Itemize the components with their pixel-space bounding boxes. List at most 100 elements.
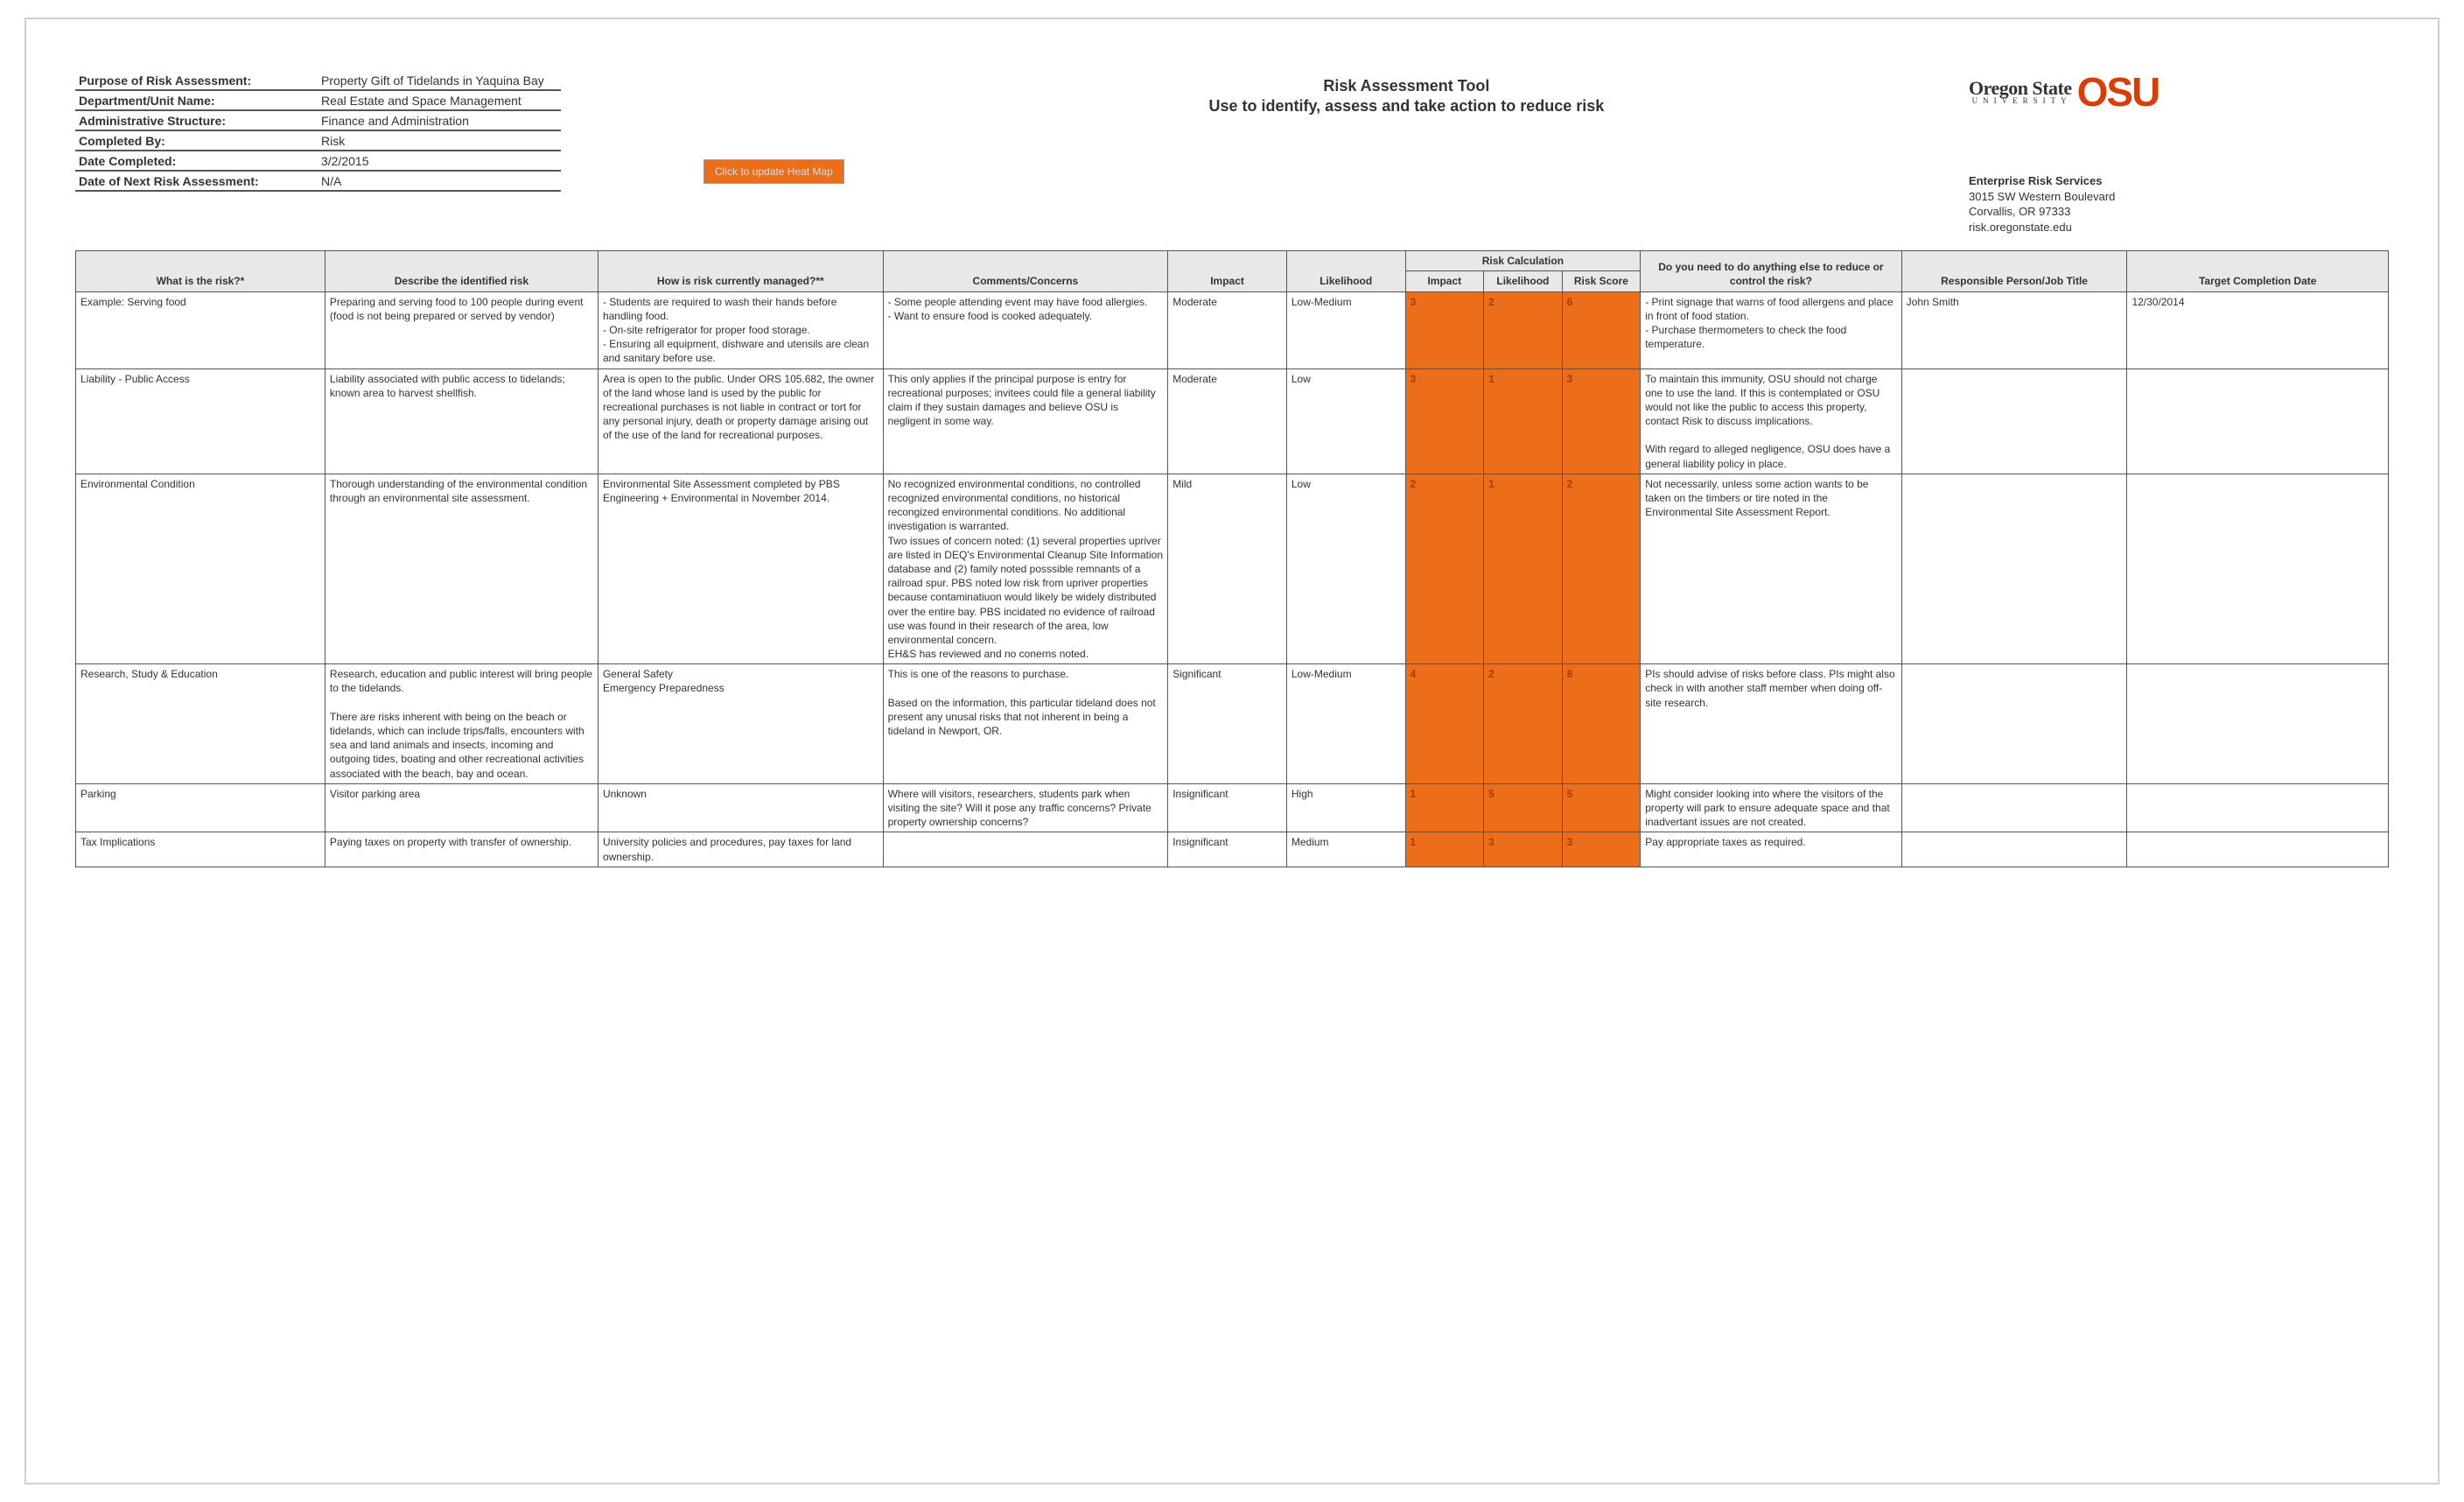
meta-row: Purpose of Risk Assessment:Property Gift… bbox=[75, 72, 688, 91]
cell-c_score: 2 bbox=[1562, 474, 1641, 663]
cell-impact: Mild bbox=[1168, 474, 1287, 663]
cell-action: To maintain this immunity, OSU should no… bbox=[1641, 368, 1901, 474]
col-date: Target Completion Date bbox=[2127, 251, 2389, 291]
meta-label: Administrative Structure: bbox=[75, 112, 316, 131]
cell-impact: Moderate bbox=[1168, 291, 1287, 368]
cell-comments: This is one of the reasons to purchase. … bbox=[883, 664, 1168, 784]
cell-action: Might consider looking into where the vi… bbox=[1641, 783, 1901, 832]
col-calc-impact: Impact bbox=[1405, 271, 1484, 291]
cell-c_like: 1 bbox=[1484, 368, 1563, 474]
cell-likelihood: Low-Medium bbox=[1286, 291, 1405, 368]
meta-value: N/A bbox=[316, 172, 561, 192]
cell-likelihood: Medium bbox=[1286, 832, 1405, 867]
cell-c_score: 5 bbox=[1562, 783, 1641, 832]
cell-risk: Example: Serving food bbox=[76, 291, 326, 368]
cell-date: 12/30/2014 bbox=[2127, 291, 2389, 368]
cell-impact: Insignificant bbox=[1168, 832, 1287, 867]
meta-label: Purpose of Risk Assessment: bbox=[75, 72, 316, 91]
metadata-block: Purpose of Risk Assessment:Property Gift… bbox=[75, 72, 688, 192]
cell-comments: Where will visitors, researchers, studen… bbox=[883, 783, 1168, 832]
cell-comments bbox=[883, 832, 1168, 867]
cell-c_score: 3 bbox=[1562, 832, 1641, 867]
cell-comments: This only applies if the principal purpo… bbox=[883, 368, 1168, 474]
meta-row: Completed By:Risk bbox=[75, 132, 688, 151]
logo-mark: OSU bbox=[2077, 72, 2160, 112]
col-likelihood: Likelihood bbox=[1286, 251, 1405, 291]
cell-date bbox=[2127, 368, 2389, 474]
osu-logo: Oregon State UNIVERSITY OSU bbox=[1969, 72, 2389, 112]
cell-risk: Tax Implications bbox=[76, 832, 326, 867]
cell-manage: General Safety Emergency Preparedness bbox=[598, 664, 883, 784]
col-risk: What is the risk?* bbox=[76, 251, 326, 291]
risk-table: What is the risk?* Describe the identifi… bbox=[75, 250, 2389, 867]
cell-desc: Paying taxes on property with transfer o… bbox=[325, 832, 598, 867]
page-subtitle: Use to identify, assess and take action … bbox=[844, 97, 1969, 116]
meta-value: Risk bbox=[316, 132, 561, 151]
col-resp: Responsible Person/Job Title bbox=[1901, 251, 2127, 291]
logo-line2: UNIVERSITY bbox=[1969, 97, 2072, 104]
title-block: Risk Assessment Tool Use to identify, as… bbox=[844, 72, 1969, 116]
col-comments: Comments/Concerns bbox=[883, 251, 1168, 291]
cell-c_impact: 4 bbox=[1405, 664, 1484, 784]
col-action: Do you need to do anything else to reduc… bbox=[1641, 251, 1901, 291]
meta-value: Real Estate and Space Management bbox=[316, 92, 561, 111]
cell-manage: Area is open to the public. Under ORS 10… bbox=[598, 368, 883, 474]
cell-resp bbox=[1901, 664, 2127, 784]
table-row: Example: Serving foodPreparing and servi… bbox=[76, 291, 2389, 368]
cell-comments: No recognized environmental conditions, … bbox=[883, 474, 1168, 663]
cell-likelihood: Low bbox=[1286, 474, 1405, 663]
cell-action: Pay appropriate taxes as required. bbox=[1641, 832, 1901, 867]
meta-row: Administrative Structure:Finance and Adm… bbox=[75, 112, 688, 131]
cell-impact: Moderate bbox=[1168, 368, 1287, 474]
table-head: What is the risk?* Describe the identifi… bbox=[76, 251, 2389, 291]
org-name: Enterprise Risk Services bbox=[1969, 173, 2389, 189]
cell-c_impact: 3 bbox=[1405, 291, 1484, 368]
cell-risk: Environmental Condition bbox=[76, 474, 326, 663]
meta-value: Property Gift of Tidelands in Yaquina Ba… bbox=[316, 72, 561, 91]
meta-row: Department/Unit Name:Real Estate and Spa… bbox=[75, 92, 688, 111]
cell-impact: Significant bbox=[1168, 664, 1287, 784]
cell-c_impact: 3 bbox=[1405, 368, 1484, 474]
table-row: ParkingVisitor parking areaUnknownWhere … bbox=[76, 783, 2389, 832]
table-row: Research, Study & EducationResearch, edu… bbox=[76, 664, 2389, 784]
meta-label: Date Completed: bbox=[75, 152, 316, 172]
table-row: Liability - Public AccessLiability assoc… bbox=[76, 368, 2389, 474]
cell-risk: Parking bbox=[76, 783, 326, 832]
cell-date bbox=[2127, 664, 2389, 784]
cell-resp bbox=[1901, 783, 2127, 832]
org-city: Corvallis, OR 97333 bbox=[1969, 204, 2389, 220]
cell-resp bbox=[1901, 474, 2127, 663]
meta-label: Department/Unit Name: bbox=[75, 92, 316, 111]
cell-risk: Research, Study & Education bbox=[76, 664, 326, 784]
cell-likelihood: Low bbox=[1286, 368, 1405, 474]
cell-desc: Visitor parking area bbox=[325, 783, 598, 832]
cell-comments: - Some people attending event may have f… bbox=[883, 291, 1168, 368]
cell-c_impact: 1 bbox=[1405, 783, 1484, 832]
cell-manage: Unknown bbox=[598, 783, 883, 832]
col-calc-like: Likelihood bbox=[1484, 271, 1563, 291]
header: Purpose of Risk Assessment:Property Gift… bbox=[75, 72, 2389, 235]
meta-row: Date Completed:3/2/2015 bbox=[75, 152, 688, 172]
cell-desc: Preparing and serving food to 100 people… bbox=[325, 291, 598, 368]
col-manage: How is risk currently managed?** bbox=[598, 251, 883, 291]
page-title: Risk Assessment Tool bbox=[844, 77, 1969, 95]
cell-date bbox=[2127, 832, 2389, 867]
cell-likelihood: Low-Medium bbox=[1286, 664, 1405, 784]
cell-resp bbox=[1901, 832, 2127, 867]
cell-likelihood: High bbox=[1286, 783, 1405, 832]
col-calc-score: Risk Score bbox=[1562, 271, 1641, 291]
table-row: Tax ImplicationsPaying taxes on property… bbox=[76, 832, 2389, 867]
cell-c_score: 8 bbox=[1562, 664, 1641, 784]
cell-resp: John Smith bbox=[1901, 291, 2127, 368]
cell-c_score: 3 bbox=[1562, 368, 1641, 474]
cell-c_like: 5 bbox=[1484, 783, 1563, 832]
col-group-calc: Risk Calculation bbox=[1405, 251, 1641, 271]
meta-value: Finance and Administration bbox=[316, 112, 561, 131]
cell-c_score: 6 bbox=[1562, 291, 1641, 368]
update-heat-map-button[interactable]: Click to update Heat Map bbox=[704, 159, 844, 184]
org-info: Enterprise Risk Services 3015 SW Western… bbox=[1969, 173, 2389, 235]
cell-c_like: 3 bbox=[1484, 832, 1563, 867]
meta-row: Date of Next Risk Assessment:N/A bbox=[75, 172, 688, 192]
cell-action: PIs should advise of risks before class.… bbox=[1641, 664, 1901, 784]
cell-c_impact: 1 bbox=[1405, 832, 1484, 867]
